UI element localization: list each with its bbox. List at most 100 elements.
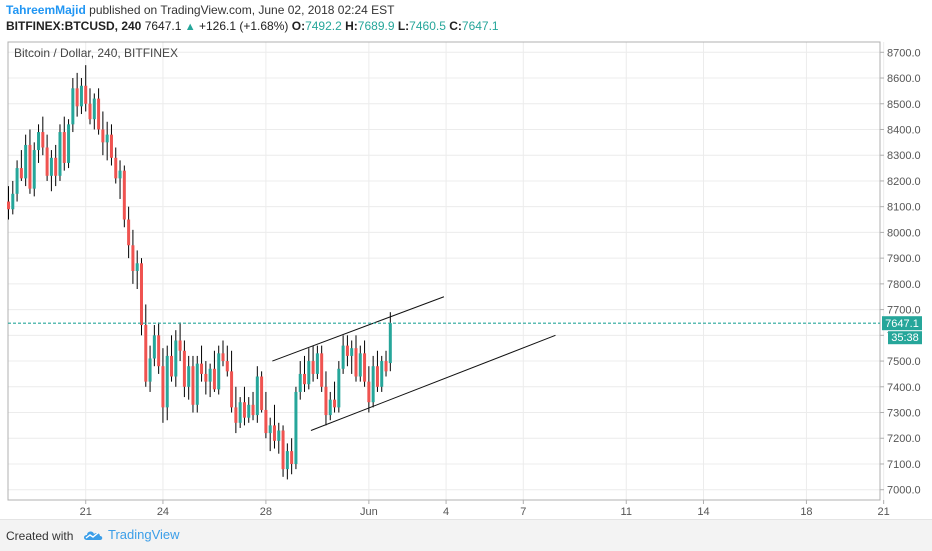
candle-body <box>277 430 281 441</box>
candle <box>79 78 83 115</box>
candle <box>195 355 199 413</box>
candle <box>37 124 41 163</box>
candle-body <box>315 353 319 374</box>
tradingview-brand[interactable]: TradingView <box>82 527 180 542</box>
candle-body <box>294 391 298 464</box>
x-tick-label: 14 <box>697 506 709 518</box>
y-tick-label: 7000.0 <box>887 485 921 497</box>
price-chart[interactable]: Bitcoin / Dollar, 240, BITFINEX 7000.071… <box>0 36 932 519</box>
candle-body <box>238 402 242 423</box>
y-tick-label: 7700.0 <box>887 305 921 317</box>
candle <box>363 340 367 387</box>
y-tick-label: 7800.0 <box>887 279 921 291</box>
candle <box>191 355 195 413</box>
candle <box>333 381 337 413</box>
candle-body <box>371 366 375 403</box>
x-tick-label: 11 <box>621 506 632 518</box>
candle-body <box>187 366 191 387</box>
candle <box>277 422 281 454</box>
candle-body <box>285 451 289 470</box>
publish-line: TahreemMajid published on TradingView.co… <box>6 3 394 17</box>
candle <box>109 124 113 166</box>
candle-body <box>354 348 358 377</box>
candle-body <box>178 340 182 351</box>
author-link[interactable]: TahreemMajid <box>6 3 86 17</box>
y-tick-label: 7400.0 <box>887 382 921 394</box>
candle-body <box>11 193 15 210</box>
countdown-tag: 35:38 <box>891 332 919 344</box>
candle <box>67 119 71 169</box>
candle-body <box>264 409 268 434</box>
candle-body <box>217 353 221 390</box>
candle-body <box>375 366 379 387</box>
open-value: 7492.2 <box>305 19 342 33</box>
candle-body <box>49 157 53 176</box>
candle <box>354 335 358 382</box>
candle <box>251 391 255 421</box>
close-label: C: <box>449 19 462 33</box>
candle <box>135 250 139 290</box>
candle-body <box>32 150 36 189</box>
candle <box>225 345 229 377</box>
candle-body <box>24 144 28 179</box>
candle <box>182 340 186 398</box>
candle-body <box>307 361 311 385</box>
close-value: 7647.1 <box>461 19 499 33</box>
candle-body <box>341 345 345 369</box>
candle <box>234 386 238 434</box>
candle <box>324 371 328 426</box>
candle <box>294 386 298 470</box>
candle <box>131 229 135 284</box>
candle-body <box>105 134 109 143</box>
candle <box>298 361 302 400</box>
x-tick-label: Jun <box>360 506 378 518</box>
candle <box>75 72 79 117</box>
candle-body <box>114 157 118 179</box>
candle <box>139 258 143 336</box>
candle-body <box>208 368 212 382</box>
candle-body <box>384 361 388 372</box>
trendline[interactable] <box>310 334 556 431</box>
candle-body <box>174 340 178 377</box>
candle-body <box>41 132 45 148</box>
candle <box>62 116 66 171</box>
candle <box>28 129 32 194</box>
candle <box>15 160 19 202</box>
candle <box>101 111 105 156</box>
ohlc-line: BITFINEX:BTCUSD, 240 7647.1 ▲ +126.1 (+1… <box>6 19 499 33</box>
candle-body <box>328 399 332 416</box>
candle <box>71 78 75 133</box>
candle <box>358 345 362 382</box>
candle <box>165 345 169 421</box>
candle-body <box>37 132 41 151</box>
candle <box>242 386 246 426</box>
up-arrow-icon: ▲ <box>184 21 196 33</box>
chart-header: TahreemMajid published on TradingView.co… <box>0 0 932 36</box>
candle-body <box>161 366 165 408</box>
high-label: H: <box>345 19 358 33</box>
candle <box>122 165 126 228</box>
candle-body <box>272 425 276 441</box>
low-label: L: <box>397 19 410 33</box>
candle <box>152 325 156 367</box>
candle <box>315 345 319 380</box>
candle <box>105 121 109 161</box>
candle <box>54 144 58 187</box>
candle-body <box>131 245 135 271</box>
candle-body <box>7 201 10 210</box>
candle-body <box>157 335 161 367</box>
candle-body <box>225 361 229 372</box>
y-tick-label: 8400.0 <box>887 124 921 136</box>
x-tick-label: 21 <box>80 506 92 518</box>
candle <box>200 345 204 382</box>
candle <box>170 335 174 382</box>
candle-body <box>45 147 49 176</box>
trendline[interactable] <box>272 296 445 362</box>
candle-body <box>212 368 216 390</box>
candle-body <box>75 88 79 107</box>
candle-body <box>97 98 101 130</box>
candle <box>264 391 268 439</box>
candle <box>208 363 212 398</box>
candle-body <box>182 350 186 387</box>
y-tick-label: 8500.0 <box>887 99 921 111</box>
